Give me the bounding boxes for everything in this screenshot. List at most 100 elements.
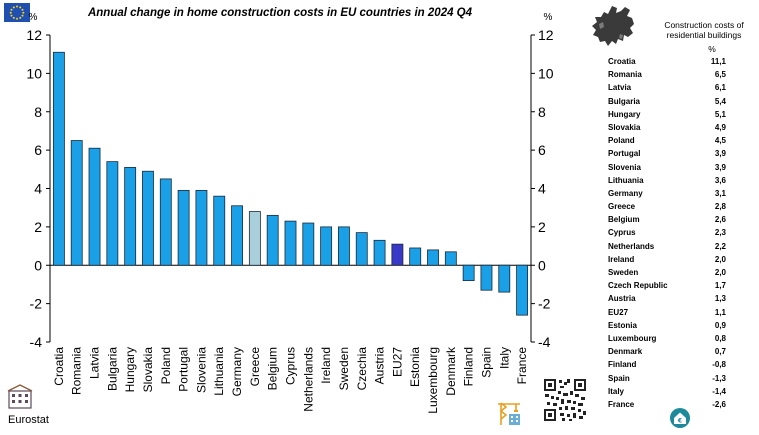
bar-lithuania <box>213 195 226 266</box>
x-tick-label-netherlands: Netherlands <box>301 347 315 412</box>
table-row-value: 3,9 <box>714 149 726 159</box>
table-row-label: Lithuania <box>608 175 644 185</box>
bar-greece <box>248 211 261 266</box>
table-row-label: Spain <box>608 373 630 383</box>
table-row: Latvia 6,1 <box>608 81 726 94</box>
x-tick-label-slovakia: Slovakia <box>141 347 155 393</box>
bar-estonia <box>409 247 422 266</box>
table-row: Spain -1,3 <box>608 372 726 385</box>
table-row-value: 0,7 <box>714 347 726 357</box>
table-row-label: Estonia <box>608 320 637 330</box>
table-row: Cyprus 2,3 <box>608 226 726 239</box>
x-tick-label-luxembourg: Luxembourg <box>426 347 440 414</box>
y-tick-label-right: -2 <box>538 296 551 312</box>
x-tick-label-finland: Finland <box>462 347 476 386</box>
table-row: Bulgaria 5,4 <box>608 95 726 108</box>
table-row: Czech Republic 1,7 <box>608 279 726 292</box>
y-tick-label-right: 10 <box>538 65 554 81</box>
y-tick-label-left: 8 <box>34 104 42 120</box>
bar-belgium <box>266 214 279 266</box>
table-row: Germany 3,1 <box>608 187 726 200</box>
x-tick-label-poland: Poland <box>159 347 173 384</box>
table-row-label: Netherlands <box>608 241 655 251</box>
table-row-value: 4,9 <box>714 122 726 132</box>
y-tick-label-left: 4 <box>34 181 42 197</box>
chart-title: Annual change in home construction costs… <box>87 7 473 19</box>
x-tick-label-france: France <box>515 347 529 385</box>
y-axis-unit-left: % <box>29 12 38 23</box>
bar-eu27 <box>391 243 404 266</box>
x-tick-label-eu27: EU27 <box>390 347 404 377</box>
y-axis-unit-right: % <box>544 12 553 23</box>
table-row-value: 2,0 <box>714 268 726 277</box>
x-tick-label-latvia: Latvia <box>88 347 102 379</box>
table-row: Luxembourg 0,8 <box>608 332 726 345</box>
y-tick-label-right: 0 <box>538 257 546 273</box>
table-row: Austria 1,3 <box>608 292 726 305</box>
table-row: Portugal 3,9 <box>608 147 726 160</box>
y-tick-label-right: -4 <box>538 334 551 350</box>
data-table: Croatia 11,1 Romania 6,5 Latvia 6,1 Bulgaria 5,… <box>608 55 726 411</box>
x-tick-label-estonia: Estonia <box>408 347 422 387</box>
x-tick-label-romania: Romania <box>70 347 84 395</box>
bar-croatia <box>52 51 65 266</box>
table-row-value: 0,9 <box>714 320 726 330</box>
table-row: Lithuania 3,6 <box>608 174 726 187</box>
table-row: Croatia 11,1 <box>608 55 726 68</box>
bar-slovakia <box>142 170 154 266</box>
table-row: Sweden 2,0 <box>608 266 726 279</box>
bar-portugal <box>177 190 190 266</box>
bar-austria <box>373 239 386 266</box>
table-row-value: 1,3 <box>714 294 726 304</box>
bar-poland <box>159 178 172 266</box>
bar-sweden <box>338 226 350 266</box>
x-tick-label-lithuania: Lithuania <box>212 347 226 396</box>
table-row-label: Bulgaria <box>608 96 641 106</box>
qr-code-icon[interactable] <box>543 378 587 422</box>
table-row: Finland -0,8 <box>608 358 726 371</box>
eu-flag-icon <box>4 3 30 22</box>
bar-denmark <box>444 251 457 266</box>
table-row-label: Latvia <box>608 83 632 93</box>
bar-slovenia <box>195 190 208 266</box>
table-row-value: 2,2 <box>714 241 726 251</box>
y-tick-label-right: 4 <box>538 181 546 197</box>
svg-text:€: € <box>677 418 682 425</box>
table-row-value: 11,1 <box>710 57 726 66</box>
table-row-label: Austria <box>608 294 636 304</box>
table-row-value: -1,3 <box>712 373 726 383</box>
table-row-value: 2,3 <box>714 228 726 238</box>
bar-cyprus <box>284 220 297 266</box>
y-tick-label-right: 6 <box>538 142 546 158</box>
table-row-label: Luxembourg <box>608 333 657 343</box>
x-tick-label-italy: Italy <box>497 347 511 369</box>
x-tick-label-slovenia: Slovenia <box>194 347 208 393</box>
table-row: Poland 4,5 <box>608 134 726 147</box>
table-row: Greece 2,8 <box>608 200 726 213</box>
euro-house-icon: € <box>670 408 690 428</box>
table-row: Estonia 0,9 <box>608 319 726 332</box>
bar-hungary <box>124 166 137 266</box>
table-row-value: -1,4 <box>712 386 726 396</box>
x-tick-label-belgium: Belgium <box>266 347 280 390</box>
bar-ireland <box>320 226 333 266</box>
y-tick-label-left: 6 <box>34 142 42 158</box>
table-row-value: 6,1 <box>714 83 726 93</box>
table-row-label: Denmark <box>608 347 643 357</box>
table-header: Construction costs of residential buildi… <box>664 20 744 40</box>
table-row-label: Ireland <box>608 254 635 264</box>
bar-netherlands <box>302 222 315 266</box>
x-tick-label-czechia: Czechia <box>355 347 369 391</box>
bar-latvia <box>88 147 101 266</box>
bar-france <box>516 264 529 316</box>
table-row: EU27 1,1 <box>608 306 726 319</box>
table-row-value: 3,9 <box>714 162 726 172</box>
source-label: Eurostat <box>8 414 49 426</box>
table-row: Netherlands 2,2 <box>608 240 726 253</box>
table-row-value: 1,1 <box>714 307 726 317</box>
table-row-value: 3,6 <box>714 175 726 185</box>
table-row: France -2,6 <box>608 398 726 411</box>
y-tick-label-left: 0 <box>34 257 42 273</box>
bar-spain <box>480 264 493 291</box>
